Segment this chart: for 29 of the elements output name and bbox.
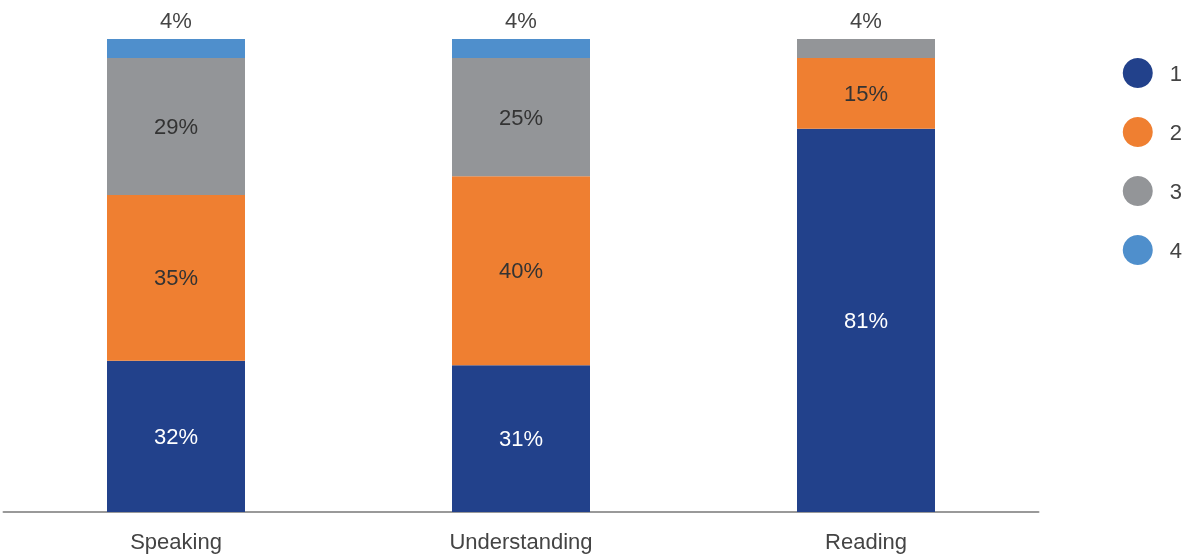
data-label: 4% [505,7,537,33]
data-label: 35% [153,265,199,291]
data-label: 4% [850,7,882,33]
bar [797,39,935,58]
legend-label: 4 [1169,237,1183,263]
legend-label: 2 [1169,119,1183,145]
data-label: 29% [153,114,199,140]
bar [452,365,590,512]
x-tick-label: Speaking [130,528,222,554]
bar [797,128,935,512]
data-label: 81% [843,307,889,333]
data-label: 40% [498,258,544,284]
bar [107,39,245,58]
x-tick-label: Understanding [449,528,593,554]
legend-label: 1 [1169,60,1183,86]
bar [797,57,935,129]
bar [107,360,245,512]
data-label: 31% [498,426,544,452]
bar [107,57,245,196]
data-label: 25% [498,104,544,130]
data-label: 15% [843,80,889,106]
x-tick-label: Reading [825,528,907,554]
bar [107,195,245,361]
data-label: 32% [153,423,199,449]
legend-label: 3 [1169,178,1183,204]
bar [452,39,590,58]
bar [452,57,590,177]
bar [452,176,590,366]
data-label: 4% [160,7,192,33]
